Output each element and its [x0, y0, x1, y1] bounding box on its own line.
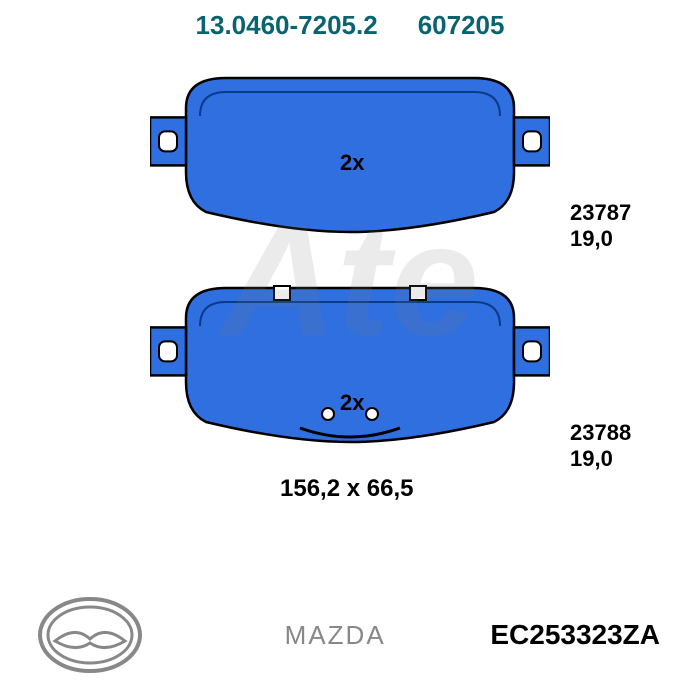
brand-name: MAZDA	[180, 620, 490, 651]
diagram-area: 13.0460-7205.2 607205 Ate 2x 23787 19,0 …	[40, 0, 660, 560]
brand-logo	[0, 595, 180, 675]
part-number-long: 13.0460-7205.2	[196, 10, 378, 41]
header-bar: 13.0460-7205.2 607205	[196, 10, 505, 41]
pad-top-qty: 2x	[340, 150, 364, 176]
brake-pad-bottom	[150, 280, 550, 450]
pad-top-sidelabel: 23787 19,0	[570, 200, 660, 252]
footer: MAZDA EC253323ZA	[0, 590, 700, 680]
dimension-label: 156,2 x 66,5	[280, 475, 413, 503]
pad-bottom-sidelabel: 23788 19,0	[570, 420, 660, 472]
part-number-short: 607205	[418, 10, 505, 41]
part-code: EC253323ZA	[490, 619, 700, 651]
pad-bottom-qty: 2x	[340, 390, 364, 416]
